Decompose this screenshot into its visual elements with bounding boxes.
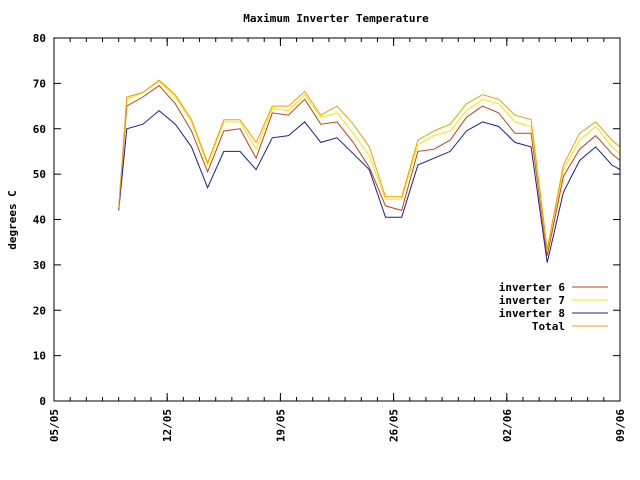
x-tick-label: 19/05: [274, 409, 287, 442]
y-tick-label: 10: [33, 350, 46, 363]
y-tick-label: 80: [33, 32, 46, 45]
x-tick-label: 26/05: [388, 409, 401, 442]
legend-label: inverter 7: [499, 294, 565, 307]
axes: 0 10 20 30 40 50 60 70 80 05/05 12/05 19/05 26/05 02/…: [33, 32, 627, 442]
x-tick-label: 02/06: [501, 409, 514, 442]
y-tick-label: 40: [33, 214, 46, 227]
y-tick-label: 50: [33, 168, 46, 181]
x-tick-label: 05/05: [48, 409, 61, 442]
x-tick-label: 09/06: [614, 409, 627, 442]
y-tick-label: 70: [33, 77, 46, 90]
y-tick-label: 60: [33, 123, 46, 136]
chart-title: Maximum Inverter Temperature: [243, 12, 429, 25]
series-line-inverter-8: [118, 109, 621, 263]
y-axis-label: degrees C: [6, 190, 19, 250]
series-line-total: [118, 79, 621, 250]
plot-frame: [53, 37, 621, 402]
y-tick-label: 30: [33, 259, 46, 272]
series-lines: [118, 79, 621, 263]
legend-label: inverter 6: [499, 281, 566, 294]
y-tick-label: 0: [39, 395, 46, 408]
y-tick-label: 20: [33, 304, 46, 317]
series-line-inverter-6: [118, 84, 621, 256]
legend-label: Total: [532, 320, 565, 333]
x-tick-label: 12/05: [161, 409, 174, 442]
legend-label: inverter 8: [499, 307, 565, 320]
